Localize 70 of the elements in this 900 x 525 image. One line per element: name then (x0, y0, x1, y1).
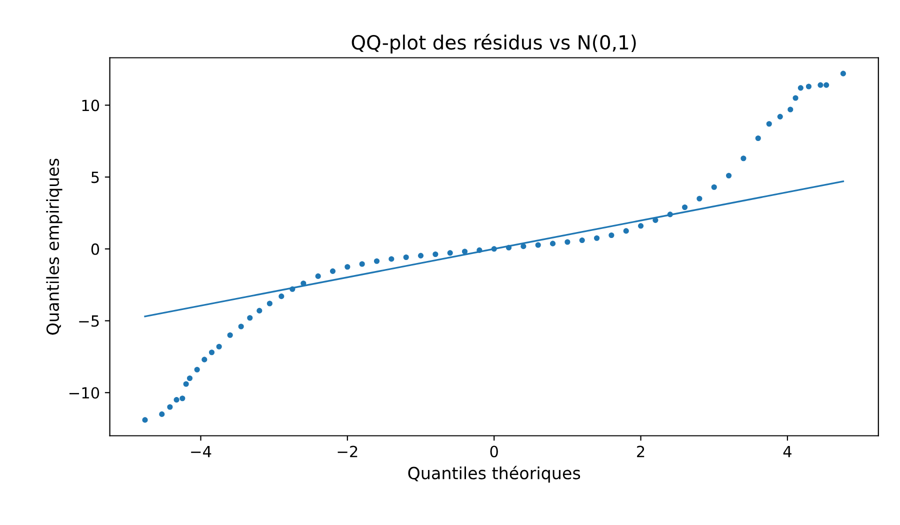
point (579, 238, 585, 244)
point (726, 172, 732, 178)
point (388, 256, 394, 262)
point (247, 315, 253, 321)
point (432, 251, 438, 257)
point (374, 258, 380, 264)
point (159, 411, 165, 417)
point (766, 121, 772, 127)
point (142, 417, 148, 423)
point (638, 223, 644, 229)
y-tick-label: 10 (82, 100, 100, 112)
point (186, 375, 193, 382)
point (806, 84, 812, 90)
point (403, 254, 409, 260)
point (798, 85, 804, 91)
point (740, 156, 746, 162)
point (824, 82, 830, 88)
point (667, 212, 673, 218)
x-tick-label: 2 (637, 446, 644, 458)
x-tick-label: −4 (191, 446, 212, 458)
point (520, 244, 526, 250)
point (564, 239, 570, 245)
point (788, 106, 794, 112)
x-tick-label: −2 (338, 446, 358, 458)
point (711, 184, 717, 190)
point (216, 344, 222, 350)
point (462, 248, 468, 254)
point (344, 264, 350, 270)
point (227, 332, 233, 338)
point (418, 252, 424, 258)
point (535, 242, 541, 248)
chart-title: QQ-plot des résidus vs N(0,1) (352, 34, 636, 54)
y-tick-label: −10 (69, 387, 100, 399)
point (278, 294, 284, 300)
point (290, 286, 296, 292)
y-tick-label: 0 (91, 243, 100, 255)
point (755, 135, 761, 142)
point (840, 70, 846, 76)
point (594, 235, 600, 241)
y-tick-label: 5 (92, 172, 99, 184)
point (506, 244, 512, 250)
point (792, 95, 798, 101)
point (330, 268, 336, 274)
y-axis-title: Quantiles empiriques (46, 158, 62, 335)
point (256, 308, 262, 314)
point (208, 350, 215, 356)
point (315, 273, 321, 279)
point (359, 261, 365, 267)
point (696, 196, 702, 202)
point (682, 204, 688, 210)
x-axis-title: Quantiles théoriques (408, 466, 580, 483)
point (266, 300, 272, 306)
point (180, 396, 186, 402)
x-tick-label: 0 (490, 446, 498, 458)
y-tick-label: −5 (79, 315, 99, 327)
point (550, 240, 556, 246)
point (777, 114, 783, 120)
point (174, 397, 180, 403)
point (623, 228, 629, 234)
point (447, 250, 453, 256)
point (608, 232, 614, 238)
x-tick-label: 4 (783, 446, 792, 458)
point (818, 82, 824, 88)
point (183, 381, 189, 387)
point (476, 247, 482, 253)
point (202, 356, 208, 362)
point (491, 246, 497, 252)
point (167, 404, 173, 410)
point (194, 366, 200, 372)
point (238, 324, 244, 330)
